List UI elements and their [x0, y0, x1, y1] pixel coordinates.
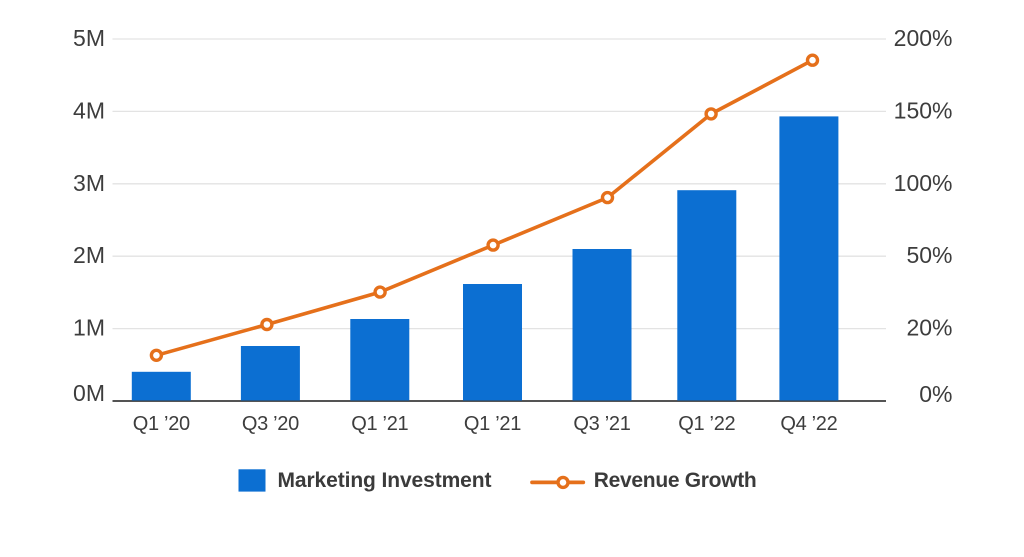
svg-text:0%: 0%	[919, 381, 952, 407]
svg-text:20%: 20%	[906, 315, 952, 341]
svg-text:50%: 50%	[906, 242, 952, 268]
svg-text:Q3 ’21: Q3 ’21	[573, 413, 630, 435]
svg-text:2M: 2M	[73, 242, 105, 268]
svg-text:Q4 ’22: Q4 ’22	[780, 413, 837, 435]
svg-text:Q1 ’21: Q1 ’21	[351, 413, 408, 435]
svg-text:Marketing Investment: Marketing Investment	[278, 469, 492, 492]
svg-text:Q3 ’20: Q3 ’20	[242, 413, 299, 435]
svg-text:150%: 150%	[894, 97, 953, 123]
svg-text:Revenue Growth: Revenue Growth	[594, 469, 757, 492]
svg-text:3M: 3M	[73, 170, 105, 196]
svg-text:100%: 100%	[894, 170, 953, 196]
svg-text:Q1 ’22: Q1 ’22	[678, 413, 735, 435]
svg-text:4M: 4M	[73, 97, 105, 123]
svg-text:Q1 ’20: Q1 ’20	[133, 413, 190, 435]
svg-text:200%: 200%	[894, 25, 953, 51]
svg-text:Q1 ’21: Q1 ’21	[464, 413, 521, 435]
svg-text:5M: 5M	[73, 25, 105, 51]
svg-text:1M: 1M	[73, 315, 105, 341]
svg-text:0M: 0M	[73, 380, 105, 406]
